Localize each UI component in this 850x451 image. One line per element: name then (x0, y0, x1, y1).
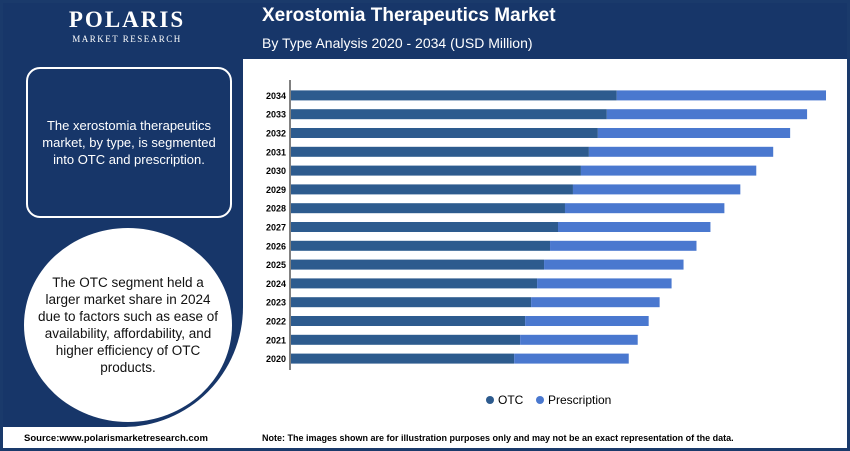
bar-prescription-2023 (531, 297, 660, 308)
y-tick-label: 2022 (266, 317, 286, 327)
bar-otc-2033 (291, 109, 607, 120)
legend-marker-otc (486, 396, 494, 404)
bar-prescription-2031 (588, 146, 774, 157)
bar-otc-2023 (291, 297, 532, 308)
brand-name: POLARIS (68, 7, 186, 32)
bar-otc-2022 (291, 316, 526, 326)
bar-prescription-2021 (520, 334, 638, 345)
bar-prescription-2032 (597, 128, 791, 138)
y-tick-label: 2020 (266, 354, 286, 364)
y-tick-label: 2030 (266, 166, 286, 176)
bar-otc-2020 (291, 353, 515, 364)
y-tick-label: 2029 (266, 185, 286, 195)
bar-prescription-2028 (564, 203, 725, 214)
legend-label-otc: OTC (498, 393, 524, 407)
insight-circle: The OTC segment held a larger market sha… (24, 228, 232, 422)
source-text: Source:www.polarismarketresearch.com (24, 433, 208, 444)
y-tick-label: 2021 (266, 335, 286, 345)
bar-otc-2021 (291, 334, 521, 345)
bar-prescription-2020 (514, 353, 629, 364)
bar-prescription-2025 (544, 259, 684, 270)
bar-otc-2024 (291, 278, 538, 289)
y-tick-label: 2032 (266, 129, 286, 139)
bar-otc-2027 (291, 222, 559, 232)
bar-prescription-2034 (616, 90, 827, 101)
y-tick-label: 2027 (266, 223, 286, 233)
header-bar (3, 3, 847, 59)
brand-logo: POLARIS MARKET RESEARCH (62, 7, 192, 45)
brand-subtitle: MARKET RESEARCH (72, 34, 182, 44)
bar-otc-2032 (291, 128, 598, 138)
bar-prescription-2024 (537, 278, 672, 289)
chart-title: Xerostomia Therapeutics Market (262, 5, 556, 26)
y-tick-label: 2024 (266, 279, 286, 289)
bar-otc-2025 (291, 259, 545, 270)
bar-prescription-2029 (572, 184, 741, 195)
bar-otc-2029 (291, 184, 573, 195)
bar-prescription-2033 (606, 109, 808, 120)
bar-prescription-2030 (580, 165, 757, 176)
segment-info-text: The xerostomia therapeutics market, by t… (42, 118, 216, 167)
y-tick-label: 2026 (266, 241, 286, 251)
footer-bar (3, 427, 847, 448)
y-tick-label: 2031 (266, 147, 286, 157)
y-tick-label: 2034 (266, 91, 286, 101)
legend-marker-prescription (536, 396, 544, 404)
bar-otc-2028 (291, 203, 565, 214)
bar-otc-2031 (291, 146, 589, 157)
bar-otc-2030 (291, 165, 581, 176)
insight-text: The OTC segment held a larger market sha… (37, 275, 219, 375)
bar-otc-2026 (291, 240, 551, 251)
bar-prescription-2027 (558, 222, 711, 232)
y-tick-label: 2025 (266, 260, 286, 270)
y-tick-label: 2023 (266, 298, 286, 308)
legend-label-prescription: Prescription (548, 393, 611, 407)
bar-chart: 2034 2033 2032 2031 2030 2029 2028 2027 2026 2025… (266, 80, 827, 407)
y-tick-label: 2028 (266, 204, 286, 214)
y-tick-label: 2033 (266, 110, 286, 120)
disclaimer-note: Note: The images shown are for illustrat… (262, 433, 734, 443)
bar-prescription-2022 (525, 316, 649, 326)
bar-prescription-2026 (550, 240, 697, 251)
bar-otc-2034 (291, 90, 617, 101)
chart-subtitle: By Type Analysis 2020 - 2034 (USD Millio… (262, 35, 533, 51)
segment-info-box: The xerostomia therapeutics market, by t… (26, 67, 232, 218)
